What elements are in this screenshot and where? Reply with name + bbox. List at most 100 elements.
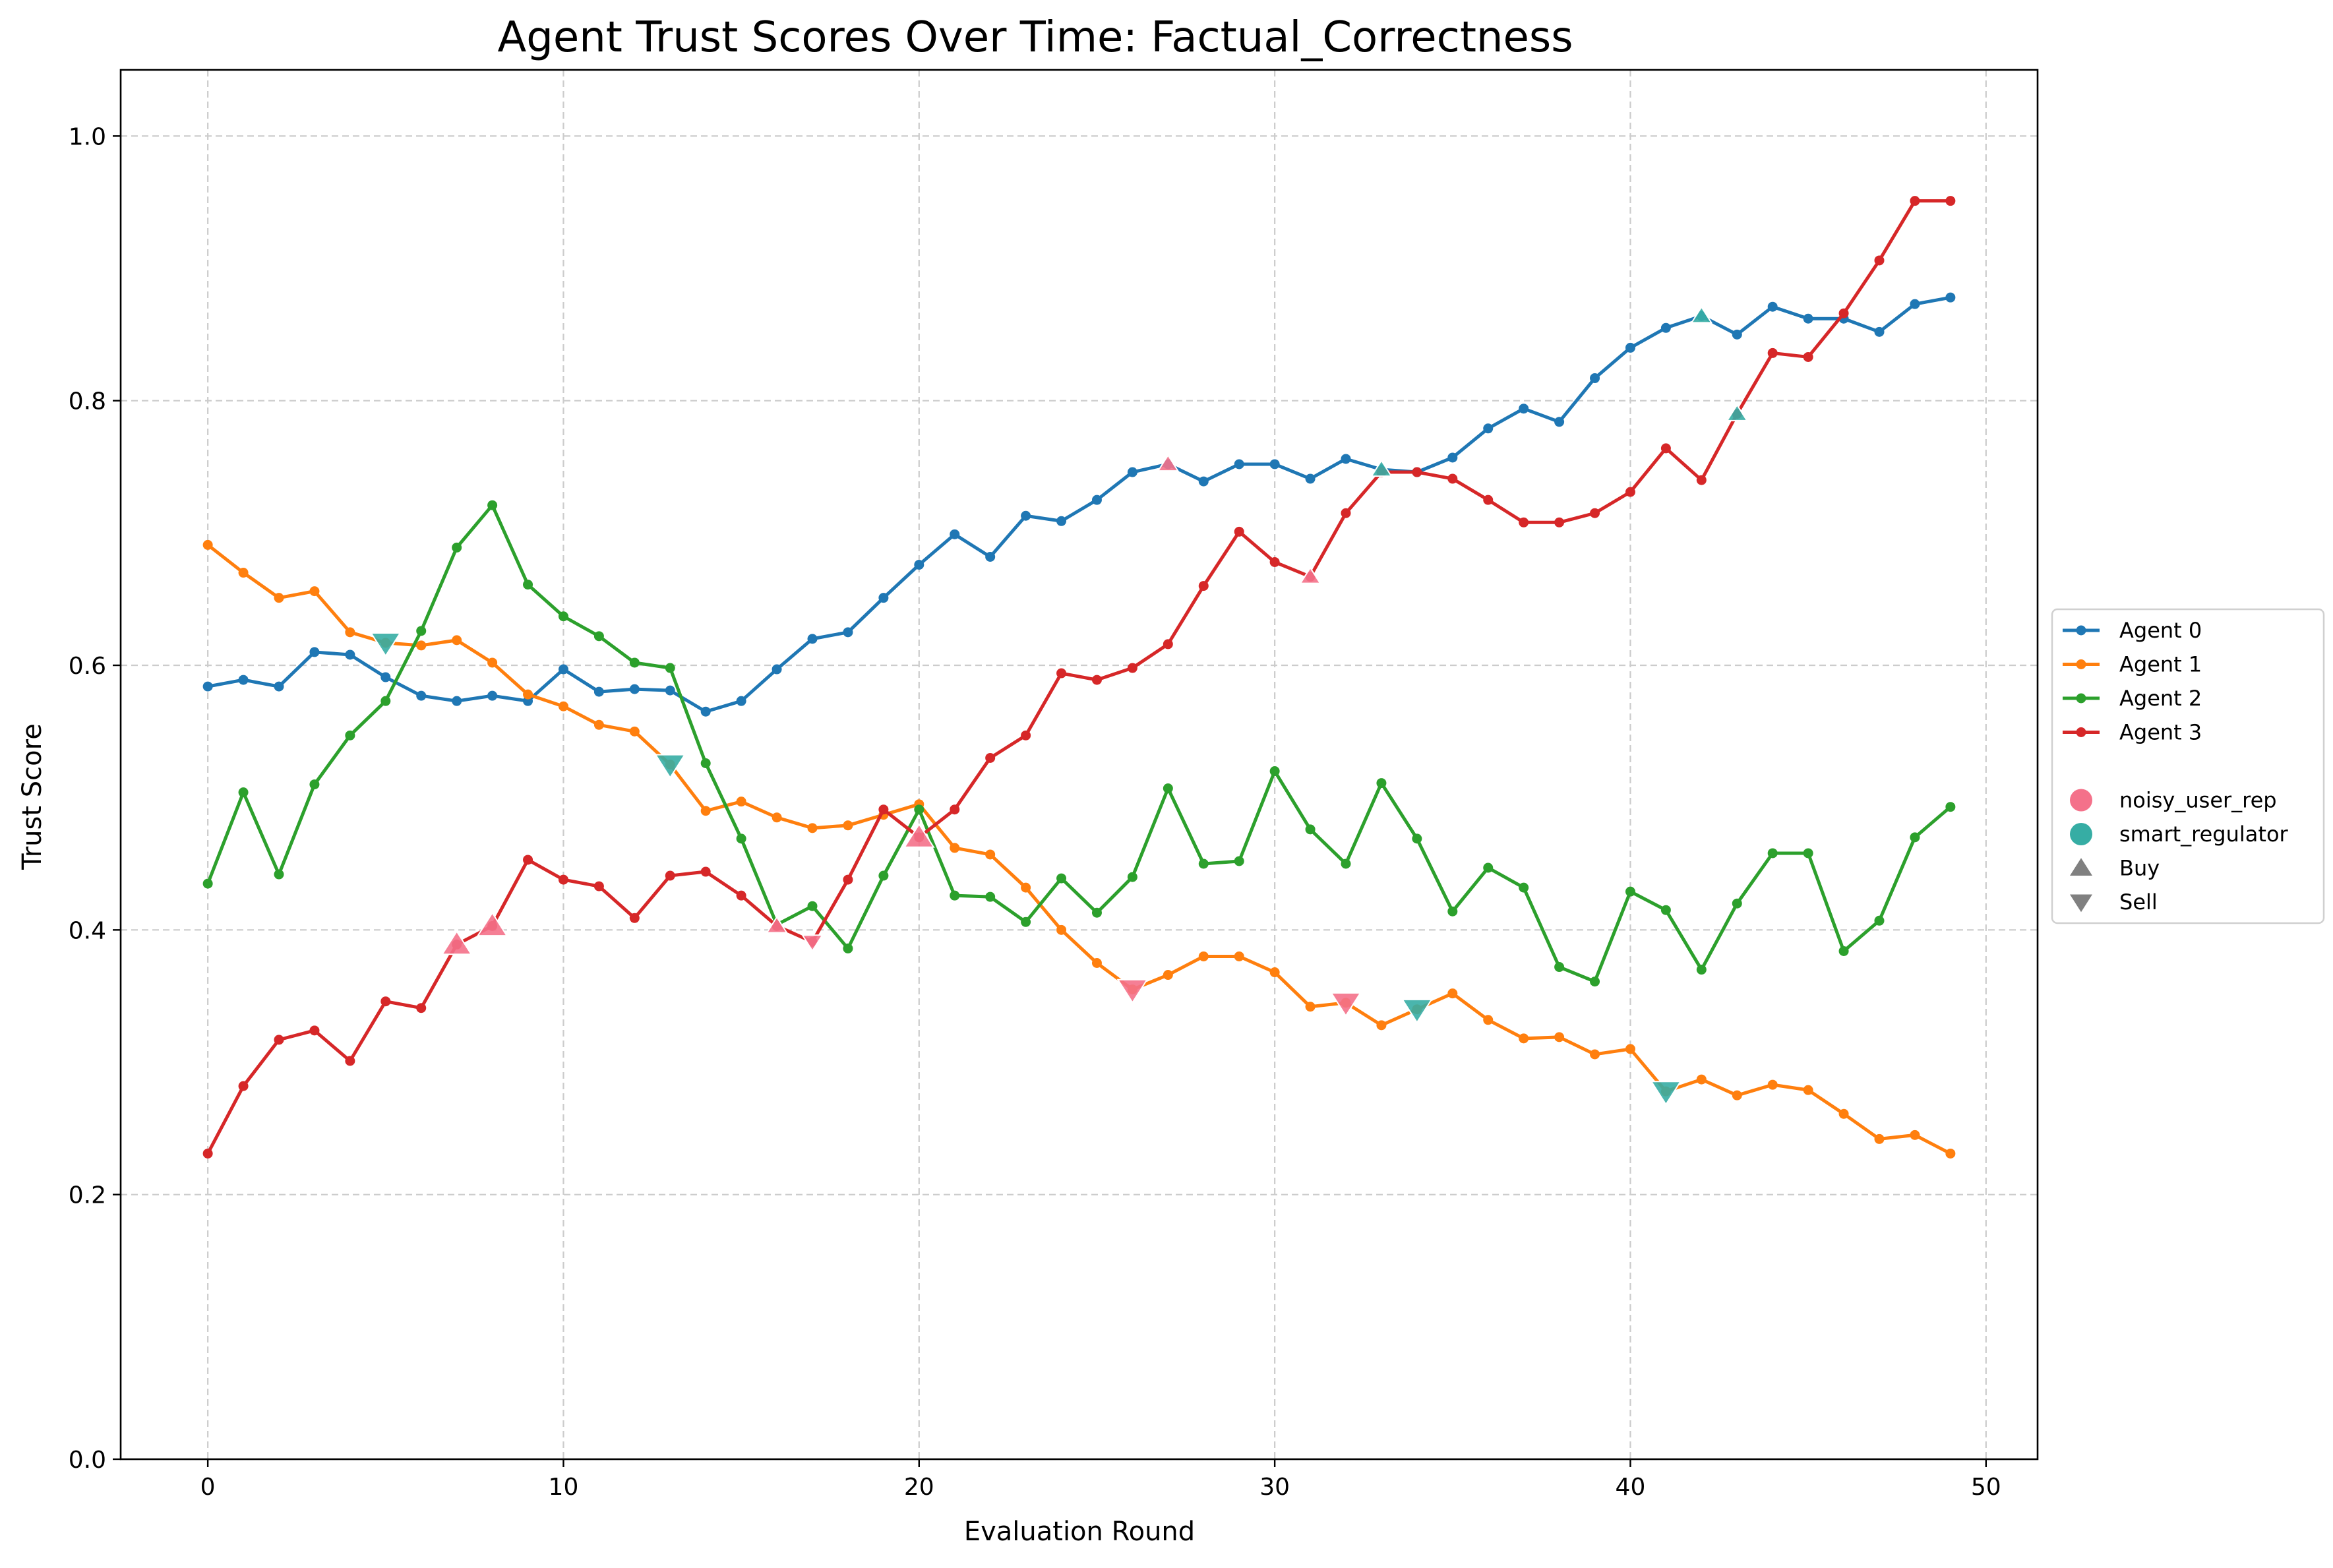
data-point — [593, 631, 604, 642]
data-point — [1660, 443, 1671, 454]
data-point — [1910, 832, 1920, 843]
data-point — [1554, 417, 1565, 427]
data-point — [843, 820, 853, 831]
sell-marker — [1116, 979, 1149, 1004]
legend-source-dot-icon — [2070, 789, 2092, 812]
x-tick-label: 10 — [549, 1474, 579, 1501]
legend-point-icon — [2076, 659, 2086, 669]
data-point — [1341, 859, 1351, 869]
sell-marker — [1401, 998, 1433, 1024]
event-markers — [369, 305, 1749, 1106]
legend: Agent 0 Agent 1 Agent 2 Agent 3 noisy_user_r… — [2051, 608, 2325, 924]
data-point — [1554, 517, 1565, 528]
y-tick-label: 0.4 — [69, 917, 106, 944]
data-point — [665, 663, 675, 673]
data-point — [1874, 915, 1885, 926]
data-point — [1732, 329, 1742, 340]
grid — [121, 70, 2038, 1461]
data-point — [1660, 322, 1671, 333]
data-point — [1091, 495, 1102, 505]
data-point — [1625, 1044, 1635, 1054]
data-point — [1696, 475, 1707, 485]
data-point — [416, 1003, 427, 1013]
data-point — [1803, 351, 1813, 362]
data-point — [380, 696, 391, 706]
buy-marker — [440, 930, 473, 955]
data-point — [452, 635, 462, 646]
data-point — [1127, 467, 1137, 477]
data-point — [274, 681, 284, 692]
x-tick-label: 50 — [1971, 1474, 2001, 1501]
data-point — [1483, 1015, 1494, 1025]
data-point — [1447, 906, 1458, 917]
legend-label: noisy_user_rep — [2119, 788, 2277, 813]
data-point — [274, 869, 284, 880]
data-point — [1021, 917, 1031, 927]
data-point — [1376, 778, 1387, 789]
data-point — [700, 866, 711, 877]
data-point — [1127, 872, 1137, 882]
plot-frame — [119, 69, 2039, 1461]
data-point — [558, 664, 568, 675]
data-point — [274, 1035, 284, 1045]
sell-marker — [1330, 992, 1362, 1017]
data-point — [1874, 1133, 1885, 1144]
data-point — [1874, 326, 1885, 337]
data-point — [1519, 404, 1529, 414]
data-point — [843, 627, 853, 638]
data-point — [238, 787, 249, 798]
data-point — [1269, 557, 1280, 567]
x-tick-label: 0 — [200, 1474, 216, 1501]
data-point — [985, 849, 996, 860]
data-point — [1945, 1148, 1956, 1159]
data-point — [309, 586, 320, 597]
data-point — [1732, 898, 1742, 909]
data-point — [878, 804, 889, 815]
data-point — [558, 701, 568, 711]
legend-label: Sell — [2119, 890, 2158, 915]
data-point — [593, 686, 604, 697]
data-point — [1091, 958, 1102, 968]
data-point — [1269, 766, 1280, 777]
data-point — [523, 855, 533, 865]
triangle-down-icon — [2070, 894, 2092, 913]
data-point — [345, 649, 355, 660]
data-point — [1198, 951, 1209, 961]
legend-point-icon — [2076, 625, 2086, 636]
data-point — [1767, 1079, 1778, 1090]
data-point — [1447, 988, 1458, 999]
data-point — [309, 1025, 320, 1036]
data-point — [1554, 962, 1565, 973]
data-point — [1234, 951, 1244, 961]
data-point — [1590, 977, 1600, 987]
data-point — [1234, 526, 1244, 537]
sell-marker — [654, 754, 686, 779]
axes: 0 10 20 30 40 50 0.0 0.2 0.4 0.6 0.8 1.0 — [69, 69, 2039, 1501]
data-point — [950, 890, 960, 901]
data-point — [1056, 924, 1067, 935]
data-point — [1269, 967, 1280, 978]
series-lines — [202, 196, 1956, 1159]
data-point — [807, 823, 818, 833]
sell-marker — [1650, 1081, 1682, 1106]
data-point — [487, 690, 498, 701]
data-point — [772, 812, 782, 823]
series-line-agent-0 — [206, 295, 1953, 713]
data-point — [1198, 581, 1209, 591]
data-point — [1483, 423, 1494, 434]
data-point — [1910, 196, 1920, 206]
data-point — [202, 1148, 213, 1159]
data-point — [1945, 292, 1956, 303]
data-point — [1341, 454, 1351, 464]
data-point — [1590, 508, 1600, 518]
y-axis-label: Trust Score — [17, 723, 47, 870]
data-point — [1910, 1130, 1920, 1140]
chart-title: Agent Trust Scores Over Time: Factual_Co… — [497, 13, 1573, 62]
data-point — [1590, 1049, 1600, 1060]
sell-marker — [801, 934, 824, 952]
data-point — [878, 593, 889, 603]
data-point — [416, 640, 427, 651]
data-point — [1198, 859, 1209, 869]
data-point — [1234, 856, 1244, 866]
